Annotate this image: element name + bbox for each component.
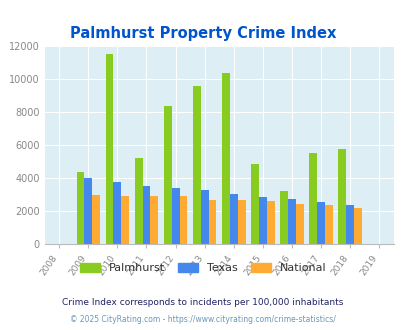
Bar (200, 190, 208, 244)
Bar (324, 205, 332, 244)
Text: Crime Index corresponds to incidents per 100,000 inhabitants: Crime Index corresponds to incidents per… (62, 298, 343, 307)
Bar (192, 86, 200, 244)
Bar (163, 106, 171, 244)
Bar (113, 182, 121, 244)
Bar (316, 202, 324, 244)
Bar (150, 195, 158, 244)
Text: Palmhurst Property Crime Index: Palmhurst Property Crime Index (70, 26, 335, 41)
Bar (105, 54, 113, 244)
Bar (142, 186, 150, 244)
Bar (337, 149, 345, 244)
Bar (92, 195, 100, 244)
Text: © 2025 CityRating.com - https://www.cityrating.com/crime-statistics/: © 2025 CityRating.com - https://www.city… (70, 315, 335, 324)
Bar (208, 200, 216, 244)
Bar (309, 153, 316, 244)
Bar (229, 194, 237, 244)
Bar (237, 200, 245, 244)
Bar (258, 197, 266, 244)
Bar (250, 164, 258, 244)
Bar (179, 196, 187, 244)
Bar (287, 199, 295, 244)
Bar (121, 195, 129, 244)
Bar (134, 158, 142, 244)
Bar (279, 191, 287, 244)
Bar (266, 201, 274, 244)
Bar (345, 205, 353, 244)
Bar (353, 208, 361, 244)
Bar (76, 172, 84, 244)
Bar (84, 178, 92, 244)
Bar (222, 74, 229, 244)
Bar (171, 188, 179, 244)
Legend: Palmhurst, Texas, National: Palmhurst, Texas, National (79, 263, 326, 273)
Bar (295, 204, 303, 244)
